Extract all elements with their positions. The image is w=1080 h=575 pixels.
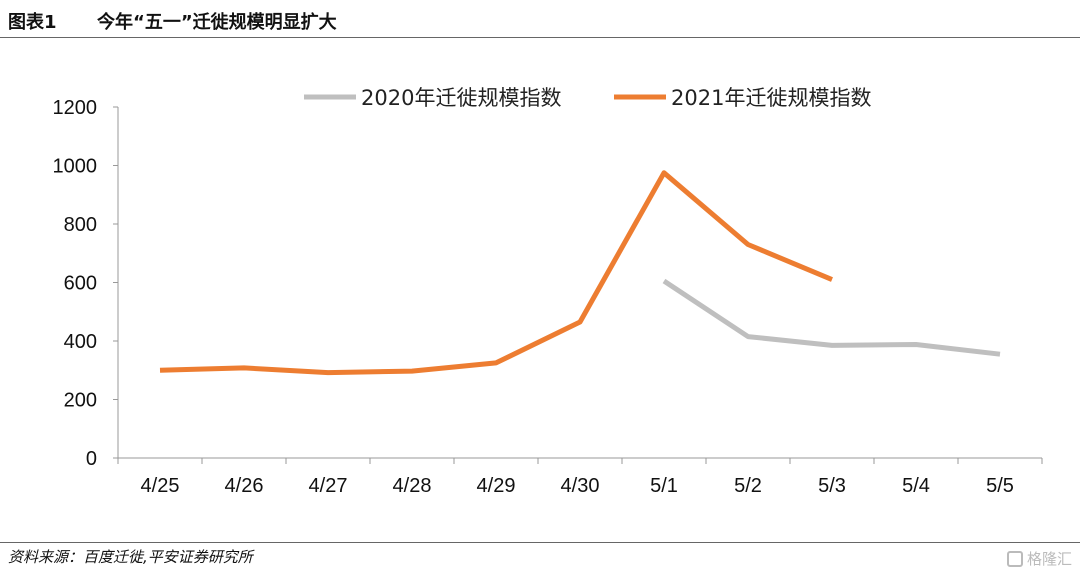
x-tick-label: 4/30 bbox=[561, 475, 600, 497]
x-tick-label: 4/29 bbox=[477, 475, 516, 497]
watermark-text: 格隆汇 bbox=[1026, 550, 1072, 568]
x-tick-label: 4/27 bbox=[309, 475, 348, 497]
figure-title: 今年“五一”迁徙规模明显扩大 bbox=[97, 12, 337, 33]
x-tick-label: 4/28 bbox=[393, 475, 432, 497]
y-tick-label: 0 bbox=[86, 448, 97, 470]
footer-divider bbox=[0, 542, 1080, 543]
figure-number: 图表1 bbox=[8, 12, 57, 33]
series-line-2 bbox=[159, 170, 833, 376]
x-tick-label: 5/5 bbox=[986, 475, 1014, 497]
y-tick-label: 1000 bbox=[53, 156, 98, 178]
y-tick-label: 800 bbox=[64, 214, 97, 236]
x-tick-label: 5/4 bbox=[902, 475, 930, 497]
x-tick-label: 5/3 bbox=[818, 475, 846, 497]
x-tick-label: 4/25 bbox=[141, 475, 180, 497]
watermark: 格隆汇 bbox=[1006, 548, 1072, 569]
legend-label-1: 2020年迁徙规模指数 bbox=[361, 86, 561, 110]
y-tick-label: 600 bbox=[64, 273, 97, 295]
y-tick-label: 200 bbox=[64, 390, 97, 412]
series-line-1 bbox=[662, 278, 1001, 357]
x-tick-label: 5/2 bbox=[734, 475, 762, 497]
legend-label-2: 2021年迁徙规模指数 bbox=[671, 86, 871, 110]
figure-header: 图表1 今年“五一”迁徙规模明显扩大 bbox=[0, 0, 1080, 38]
logo-icon bbox=[1006, 550, 1023, 567]
source-note: 资料来源：百度迁徙,平安证券研究所 bbox=[8, 548, 253, 566]
x-tick-label: 4/26 bbox=[225, 475, 264, 497]
x-tick-label: 5/1 bbox=[650, 475, 678, 497]
y-tick-label: 1200 bbox=[53, 97, 98, 119]
line-chart: 0 200 400 600 800 1000 1200 4/25 4/26 4/27 4/28 4/2… bbox=[53, 86, 1043, 497]
y-tick-label: 400 bbox=[64, 331, 97, 353]
